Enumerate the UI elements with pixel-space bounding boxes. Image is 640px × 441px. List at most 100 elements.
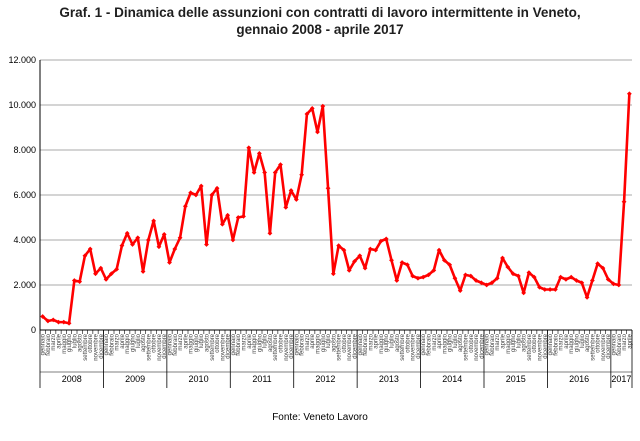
x-month-label: aprile — [310, 333, 316, 348]
data-point — [500, 255, 505, 261]
x-month-label: agosto — [331, 333, 337, 352]
data-point — [182, 203, 188, 209]
x-month-label: giugno — [194, 333, 200, 352]
data-point — [346, 267, 352, 273]
data-point — [309, 105, 315, 111]
data-point — [552, 287, 558, 292]
axes — [39, 60, 633, 388]
x-month-label: ottobre — [469, 333, 475, 352]
x-month-label: aprile — [120, 333, 126, 348]
data-point — [119, 243, 125, 249]
data-point — [235, 215, 241, 220]
x-month-label: gennaio — [548, 333, 554, 355]
y-tick-label: 2.000 — [13, 280, 36, 290]
x-month-label: gennaio — [104, 333, 110, 355]
x-month-label: ottobre — [215, 333, 221, 352]
data-point — [383, 236, 389, 242]
x-month-label: agosto — [585, 333, 591, 352]
x-month-label: dicembre — [479, 333, 485, 358]
x-month-label: agosto — [522, 333, 528, 352]
x-month-label: novembre — [474, 333, 480, 360]
data-point — [542, 287, 548, 292]
x-month-label: marzo — [51, 333, 57, 350]
x-month-label: novembre — [538, 333, 544, 360]
data-point — [151, 218, 157, 224]
y-tick-label: 10.000 — [8, 100, 36, 110]
data-point — [595, 261, 601, 267]
x-month-label: dicembre — [99, 333, 105, 358]
data-point — [441, 257, 447, 263]
data-point — [219, 221, 225, 227]
data-point — [251, 170, 257, 175]
data-point — [399, 260, 405, 265]
x-month-label: dicembre — [162, 333, 168, 358]
chart-title-line-1: Graf. 1 - Dinamica delle assunzioni con … — [59, 5, 581, 20]
x-month-label: novembre — [157, 333, 163, 360]
data-point — [468, 273, 474, 279]
data-point — [563, 276, 569, 282]
data-point — [621, 199, 627, 205]
x-month-label: ottobre — [342, 333, 348, 352]
x-month-label: giugno — [67, 333, 73, 352]
data-point — [230, 237, 236, 243]
data-point — [436, 247, 442, 253]
data-point — [484, 282, 490, 288]
x-year-label: 2017 — [611, 374, 631, 384]
x-month-label: ottobre — [405, 333, 411, 352]
data-point — [50, 317, 56, 323]
x-month-label: settembre — [337, 333, 343, 360]
x-month-label: luglio — [263, 333, 269, 348]
x-month-label: maggio — [442, 333, 448, 353]
x-month-label: dicembre — [289, 333, 295, 358]
x-month-label: novembre — [601, 333, 607, 360]
x-month-label: gennaio — [485, 333, 491, 355]
data-point — [77, 279, 83, 285]
data-point — [521, 290, 527, 296]
y-tick-label: 6.000 — [13, 190, 36, 200]
y-tick-label: 4.000 — [13, 235, 36, 245]
x-year-labels: 2008 2009 2010 2011 2012 2013 2014 2015 2016 2017 — [62, 374, 632, 384]
x-month-label: giugno — [321, 333, 327, 352]
data-point — [457, 288, 463, 294]
data-point — [473, 278, 479, 283]
data-point — [304, 111, 310, 117]
data-point — [246, 145, 252, 151]
data-point — [494, 275, 500, 281]
x-month-label: settembre — [146, 333, 152, 360]
x-month-label: gennaio — [231, 333, 237, 355]
x-month-label: aprile — [437, 333, 443, 348]
data-point — [431, 267, 437, 273]
x-month-label: ottobre — [152, 333, 158, 352]
x-year-label: 2011 — [252, 374, 271, 384]
x-month-label: febbraio — [109, 333, 115, 355]
x-year-label: 2013 — [379, 374, 399, 384]
data-point — [167, 260, 172, 265]
data-point — [584, 294, 590, 300]
x-month-label: agosto — [268, 333, 274, 352]
x-year-label: 2012 — [315, 374, 335, 384]
x-year-label: 2009 — [125, 374, 145, 384]
x-month-label: dicembre — [353, 333, 359, 358]
x-month-label: gennaio — [294, 333, 300, 355]
x-month-label: febbraio — [236, 333, 242, 355]
x-month-label: luglio — [326, 333, 332, 348]
data-point — [352, 258, 357, 264]
x-month-label: maggio — [125, 333, 131, 353]
x-month-label: marzo — [242, 333, 248, 350]
x-month-label: dicembre — [606, 333, 612, 358]
data-point — [341, 247, 347, 253]
x-month-label: giugno — [575, 333, 581, 352]
x-month-label: maggio — [506, 333, 512, 353]
x-month-label: agosto — [141, 333, 147, 352]
data-point — [463, 272, 468, 278]
data-point — [410, 273, 416, 279]
x-month-label: settembre — [210, 333, 216, 360]
data-point — [373, 247, 379, 253]
x-month-label: luglio — [72, 333, 78, 348]
data-point — [605, 276, 611, 282]
x-month-labels: gennaio febbraio marzo aprile maggio giugno lu… — [41, 333, 634, 360]
data-point — [362, 265, 368, 271]
data-point — [505, 264, 511, 270]
data-point — [56, 319, 61, 325]
